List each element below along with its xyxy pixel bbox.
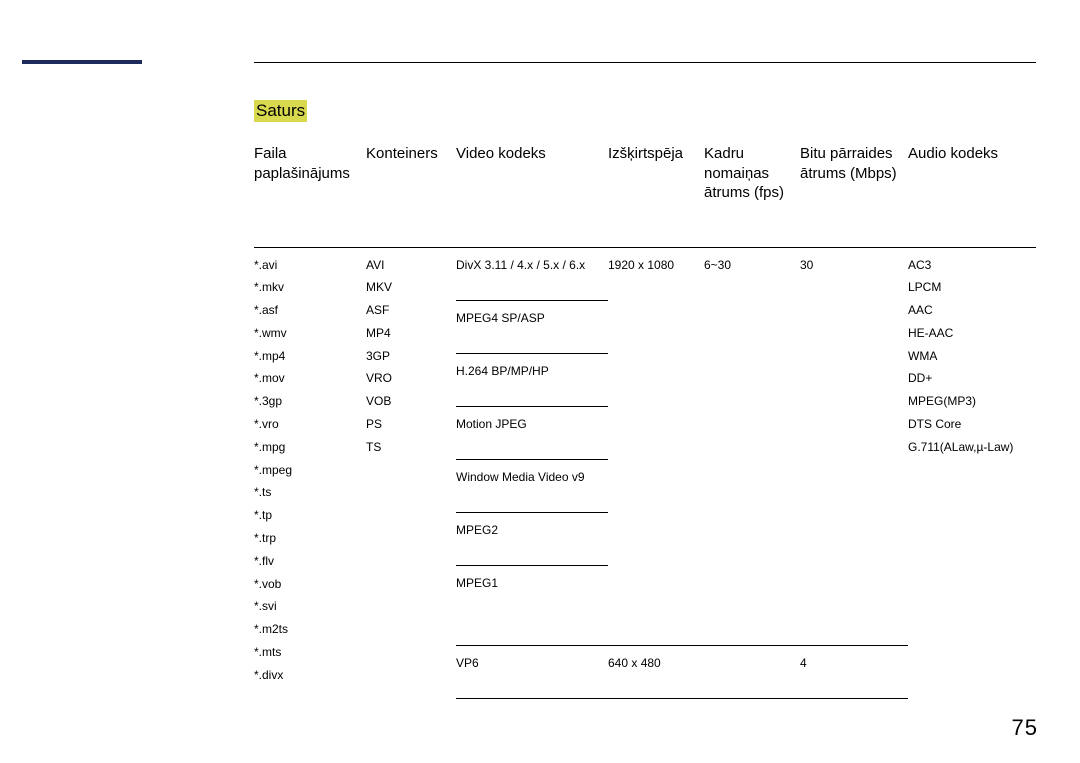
list-item: MP4 bbox=[366, 322, 452, 345]
list-item: *.flv bbox=[254, 550, 362, 573]
list-item: *.avi bbox=[254, 254, 362, 277]
cell-framerate: 6~30 bbox=[704, 247, 800, 645]
table-header-row: Faila paplašinājums Konteiners Video kod… bbox=[254, 140, 1036, 247]
codec-item: Motion JPEG bbox=[456, 407, 608, 460]
list-item: *.tp bbox=[254, 504, 362, 527]
list-item: AVI bbox=[366, 254, 452, 277]
list-item: AC3 bbox=[908, 254, 1032, 277]
list-item: DD+ bbox=[908, 367, 1032, 390]
list-item: *.mpg bbox=[254, 436, 362, 459]
col-video-codec: Video kodeks bbox=[456, 140, 608, 247]
list-item: *.divx bbox=[254, 664, 362, 687]
list-item: PS bbox=[366, 413, 452, 436]
list-item: HE-AAC bbox=[908, 322, 1032, 345]
cell-framerate bbox=[704, 645, 800, 698]
codec-item: MPEG2 bbox=[456, 513, 608, 566]
list-item: *.wmv bbox=[254, 322, 362, 345]
cell-bitrate: 4 bbox=[800, 645, 908, 698]
list-item: TS bbox=[366, 436, 452, 459]
cell-bitrate: 30 bbox=[800, 247, 908, 645]
list-item: *.mov bbox=[254, 367, 362, 390]
cell-resolution: 640 x 480 bbox=[608, 645, 704, 698]
cell-resolution: 1920 x 1080 bbox=[608, 247, 704, 645]
codec-item: Window Media Video v9 bbox=[456, 460, 608, 513]
list-item: VOB bbox=[366, 390, 452, 413]
list-item: *.mp4 bbox=[254, 345, 362, 368]
cell-video-codec: DivX 3.11 / 4.x / 5.x / 6.x MPEG4 SP/ASP… bbox=[456, 247, 608, 645]
list-item: DTS Core bbox=[908, 413, 1032, 436]
codec-item: H.264 BP/MP/HP bbox=[456, 354, 608, 407]
col-audio-codec: Audio kodeks bbox=[908, 140, 1036, 247]
codec-table: Faila paplašinājums Konteiners Video kod… bbox=[254, 140, 1036, 699]
list-item: *.m2ts bbox=[254, 618, 362, 641]
list-item: *.vob bbox=[254, 573, 362, 596]
cell-audio-codec: AC3 LPCM AAC HE-AAC WMA DD+ MPEG(MP3) DT… bbox=[908, 247, 1036, 699]
codec-table-wrap: Faila paplašinājums Konteiners Video kod… bbox=[254, 140, 1036, 699]
col-bitrate: Bitu pārraides ātrums (Mbps) bbox=[800, 140, 908, 247]
list-item: MKV bbox=[366, 276, 452, 299]
page-number: 75 bbox=[1012, 715, 1038, 741]
codec-item: MPEG4 SP/ASP bbox=[456, 301, 608, 354]
cell-file-ext: *.avi *.mkv *.asf *.wmv *.mp4 *.mov *.3g… bbox=[254, 247, 366, 699]
col-framerate: Kadru nomaiņas ātrums (fps) bbox=[704, 140, 800, 247]
list-item: VRO bbox=[366, 367, 452, 390]
list-item: *.trp bbox=[254, 527, 362, 550]
col-container: Konteiners bbox=[366, 140, 456, 247]
cell-container: AVI MKV ASF MP4 3GP VRO VOB PS TS bbox=[366, 247, 456, 699]
list-item: G.711(ALaw,µ-Law) bbox=[908, 436, 1032, 459]
section-title: Saturs bbox=[254, 100, 307, 122]
list-item: *.ts bbox=[254, 481, 362, 504]
list-item: *.mpeg bbox=[254, 459, 362, 482]
list-item: ASF bbox=[366, 299, 452, 322]
list-item: *.svi bbox=[254, 595, 362, 618]
col-file-ext: Faila paplašinājums bbox=[254, 140, 366, 247]
cell-video-codec: VP6 bbox=[456, 645, 608, 698]
page-root: Saturs Faila paplašinājums Konteiners Vi… bbox=[0, 0, 1080, 763]
list-item: *.mkv bbox=[254, 276, 362, 299]
codec-item: VP6 bbox=[456, 656, 479, 670]
codec-item: DivX 3.11 / 4.x / 5.x / 6.x bbox=[456, 248, 608, 301]
list-item: MPEG(MP3) bbox=[908, 390, 1032, 413]
col-resolution: Izšķirtspēja bbox=[608, 140, 704, 247]
list-item: WMA bbox=[908, 345, 1032, 368]
accent-bar bbox=[22, 60, 142, 64]
horizontal-rule-icon bbox=[254, 62, 1036, 63]
list-item: *.vro bbox=[254, 413, 362, 436]
table-row: *.avi *.mkv *.asf *.wmv *.mp4 *.mov *.3g… bbox=[254, 247, 1036, 645]
list-item: *.mts bbox=[254, 641, 362, 664]
list-item: LPCM bbox=[908, 276, 1032, 299]
codec-item: MPEG1 bbox=[456, 566, 608, 618]
list-item: 3GP bbox=[366, 345, 452, 368]
list-item: AAC bbox=[908, 299, 1032, 322]
list-item: *.asf bbox=[254, 299, 362, 322]
list-item: *.3gp bbox=[254, 390, 362, 413]
